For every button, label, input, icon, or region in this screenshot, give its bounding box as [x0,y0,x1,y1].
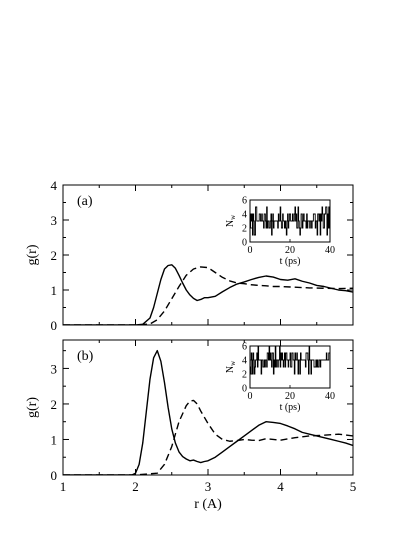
curves [63,264,353,325]
inset-x-tick-label: 0 [248,391,253,402]
inset-y-tick-label: 4 [242,210,247,221]
x-tick-label: 4 [277,479,284,494]
dashed-curve [63,266,353,325]
y-tick-label: 3 [51,213,58,228]
x-tick-label: 1 [60,479,67,494]
inset-trace [250,345,330,375]
y-tick-label: 0 [51,318,58,333]
y-tick-label: 1 [51,432,58,447]
inset-x-axis-label: t (ps) [280,256,301,267]
inset-x-tick-label: 40 [325,245,335,256]
y-tick-label: 0 [51,468,58,483]
x-tick-label: 3 [205,479,212,494]
x-tick-label: 5 [350,479,357,494]
inset-y-tick-label: 6 [242,196,247,207]
solid-curve [63,349,353,475]
y-tick-label: 1 [51,283,58,298]
y-axis-label: g(r) [25,397,40,418]
inset-y-tick-label: 4 [242,356,247,367]
solid-curve [63,264,353,325]
panel-label: (a) [77,194,93,209]
y-tick-label: 2 [51,248,58,263]
inset-x-tick-label: 20 [285,245,295,256]
inset-y-axis-label-sub: w [229,360,237,366]
panel-label: (b) [77,349,94,364]
inset-x-tick-label: 40 [325,391,335,402]
inset-y-tick-label: 0 [242,238,247,249]
y-tick-label: 3 [51,361,58,376]
inset-x-tick-label: 20 [285,391,295,402]
y-axis-label: g(r) [25,244,40,265]
y-tick-label: 4 [51,178,58,193]
inset-x-axis-label: t (ps) [280,402,301,413]
y-tick-label: 2 [51,397,58,412]
dashed-curve [63,399,353,475]
inset-trace [250,206,331,236]
inset-x-tick-label: 0 [248,245,253,256]
inset-y-axis-label-sub: w [229,214,237,220]
curves [63,349,353,475]
x-tick-label: 2 [132,479,139,494]
x-axis-label: r (A) [194,497,222,512]
inset-y-tick-label: 0 [242,384,247,395]
inset-y-tick-label: 6 [242,342,247,353]
inset-y-tick-label: 2 [242,224,247,235]
inset-y-tick-label: 2 [242,370,247,381]
